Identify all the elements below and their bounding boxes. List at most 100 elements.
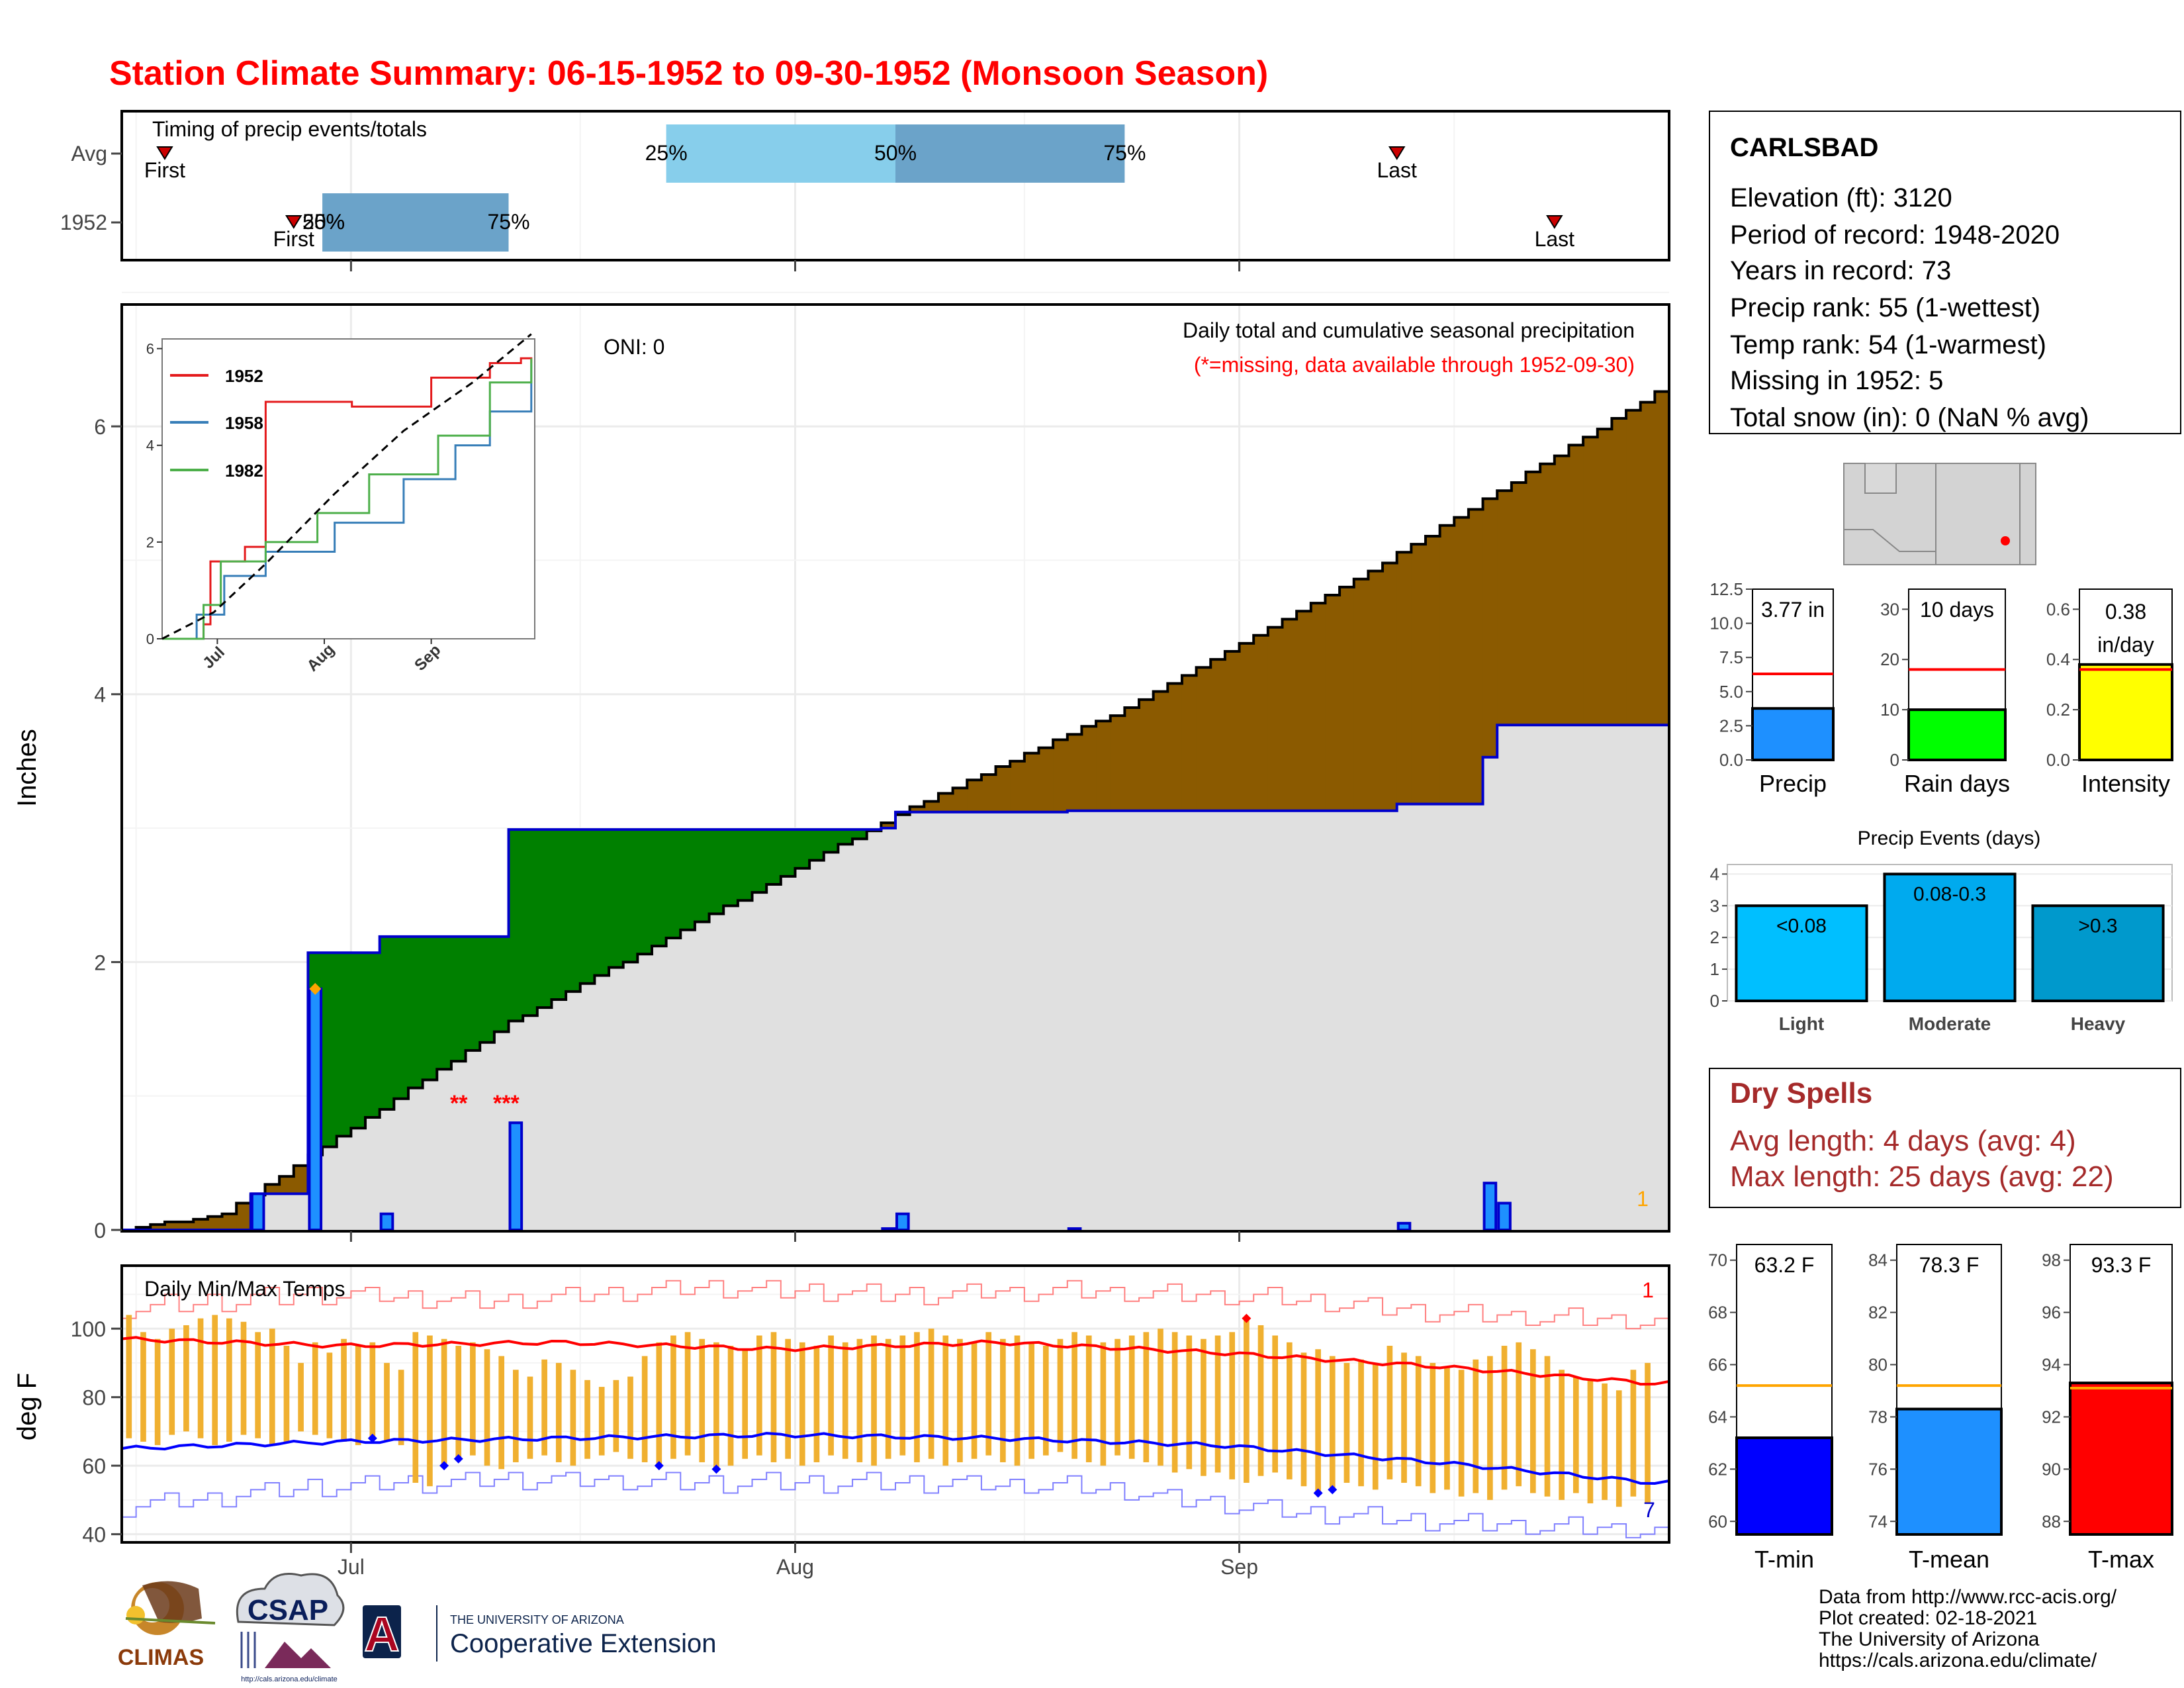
cum-base-fill: [1081, 810, 1097, 1230]
cum-base-fill: [795, 868, 810, 1230]
cum-base-fill: [1468, 804, 1484, 1230]
cum-surplus-fill: [322, 953, 338, 1147]
cum-base-fill: [580, 983, 595, 1230]
daily-temp-bar: [355, 1346, 361, 1446]
cum-base-fill: [1297, 810, 1312, 1230]
daily-temp-bar: [1272, 1335, 1279, 1473]
last-marker-label: Last: [1535, 227, 1575, 251]
daily-temp-bar: [1115, 1338, 1120, 1456]
cum-base-fill: [1024, 812, 1040, 1230]
cum-base-fill: [1554, 725, 1570, 1230]
mini-category-label: Rain days: [1904, 770, 2010, 797]
cum-base-fill: [1067, 810, 1083, 1230]
daily-temp-bar: [1201, 1338, 1206, 1476]
cum-base-fill: [451, 1061, 467, 1230]
daily-temp-bar: [971, 1342, 978, 1459]
cum-surplus-fill: [637, 829, 653, 955]
dry-spells-avg: Avg length: 4 days (avg: 4): [1730, 1125, 2076, 1157]
cum-base-fill: [1626, 725, 1641, 1230]
cum-base-fill: [1425, 804, 1441, 1230]
events-category-label: Heavy: [2071, 1013, 2126, 1034]
mini-ytick-label: 5.0: [1719, 682, 1743, 702]
mini-ytick-label: 98: [2042, 1250, 2061, 1270]
daily-temp-bar: [369, 1342, 376, 1438]
cum-deficit-fill: [1340, 586, 1355, 811]
cum-base-fill: [379, 1109, 394, 1230]
cum-deficit-fill: [1139, 699, 1154, 811]
daily-precip-bar: [250, 1192, 265, 1231]
cum-surplus-fill: [566, 829, 581, 992]
cum-base-fill: [623, 962, 638, 1230]
timing-row-label-avg: Avg: [71, 142, 107, 165]
svg-text:CLIMAS: CLIMAS: [118, 1645, 204, 1670]
cum-surplus-fill: [651, 829, 667, 947]
events-bar: [2031, 904, 2165, 1002]
cum-deficit-fill: [1511, 483, 1527, 726]
station-line-1: Elevation (ft): 3120: [1730, 183, 1952, 212]
daily-temp-bar: [470, 1342, 476, 1456]
cum-base-fill: [1267, 810, 1283, 1230]
station-line-5: Temp rank: 54 (1-warmest): [1730, 330, 2046, 359]
daily-temp-bar: [1530, 1349, 1536, 1493]
cum-deficit-fill: [1297, 611, 1312, 811]
mini-value-label: 3.77 in: [1761, 598, 1825, 622]
record-low-marker: [654, 1461, 664, 1471]
cum-deficit-fill: [1353, 579, 1369, 811]
inset-series-1952: [162, 357, 533, 640]
daily-temp-bar: [269, 1329, 275, 1446]
cum-deficit-fill: [924, 801, 939, 812]
record-high-marker: [1242, 1313, 1251, 1323]
events-ytick-label: 1: [1710, 959, 1719, 979]
cum-base-fill: [1282, 810, 1297, 1230]
mini-ytick-label: 74: [1868, 1511, 1888, 1531]
cum-deficit-fill: [881, 822, 896, 829]
cum-deficit-fill: [179, 1221, 194, 1230]
cum-deficit-fill: [1038, 747, 1054, 812]
cum-deficit-fill: [236, 1203, 251, 1230]
cum-surplus-fill: [451, 936, 467, 1062]
mini-ytick-label: 0: [1890, 750, 1899, 770]
precip-ytick-label: 6: [94, 415, 106, 439]
daily-temp-bar: [1372, 1362, 1379, 1490]
month-label: Jul: [338, 1555, 365, 1579]
precip-ytick-label: 0: [94, 1219, 106, 1243]
daily-temp-bar: [126, 1315, 132, 1438]
cum-deficit-fill: [1096, 721, 1111, 811]
cum-deficit-fill: [1053, 739, 1068, 812]
cum-deficit-fill: [1425, 536, 1441, 804]
daily-temp-bar: [541, 1359, 547, 1456]
daily-temp-bar: [613, 1380, 619, 1452]
cum-base-fill: [1153, 810, 1168, 1230]
temp-ytick-label: 60: [82, 1454, 106, 1478]
cum-deficit-fill: [1525, 471, 1541, 726]
daily-temp-bar: [1214, 1335, 1221, 1473]
mini-category-label: T-mean: [1909, 1546, 1989, 1573]
daily-temp-bar: [326, 1352, 333, 1438]
mini-ytick-label: 0.6: [2046, 599, 2070, 619]
cum-deficit-fill: [1482, 498, 1498, 757]
cum-base-fill: [1353, 810, 1369, 1230]
inset-ytick-label: 0: [146, 631, 154, 647]
daily-temp-bar: [799, 1342, 805, 1466]
daily-temp-bar: [885, 1338, 891, 1459]
daily-temp-bar: [584, 1380, 590, 1459]
daily-temp-bar: [856, 1338, 863, 1462]
daily-temp-bar: [298, 1362, 304, 1432]
cum-base-fill: [365, 1117, 381, 1230]
inset-ytick-label: 2: [146, 534, 154, 551]
daily-temp-bar: [1501, 1346, 1508, 1490]
daily-temp-bar: [1587, 1380, 1594, 1504]
last-marker: [1388, 146, 1406, 160]
daily-temp-bar: [1473, 1359, 1479, 1493]
daily-temp-bar: [498, 1356, 505, 1470]
mini-ytick-label: 0.0: [2046, 750, 2070, 770]
daily-temp-bar: [384, 1362, 390, 1442]
mini-category-label: Intensity: [2081, 770, 2170, 797]
cum-surplus-fill: [551, 829, 567, 1000]
daily-precip-bar: [308, 987, 323, 1231]
cum-deficit-fill: [293, 1165, 309, 1194]
cum-deficit-fill: [1540, 463, 1555, 726]
cum-base-fill: [881, 828, 896, 1230]
